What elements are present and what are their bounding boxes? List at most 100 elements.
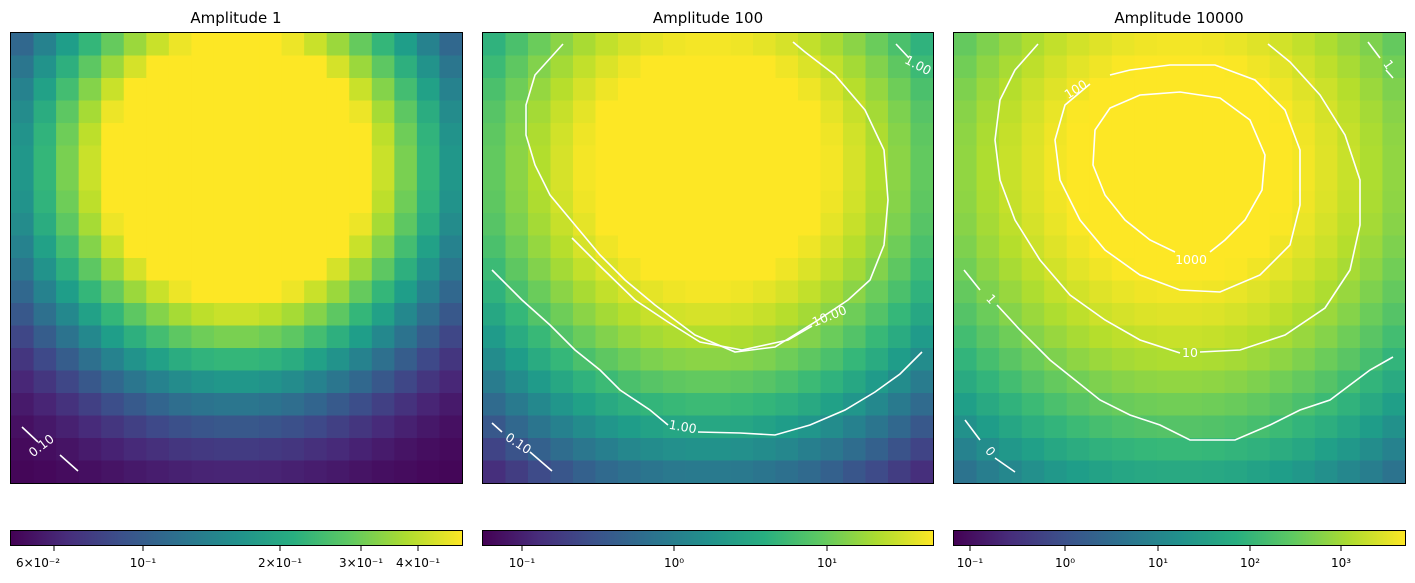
heatmap-cell xyxy=(573,168,597,192)
heatmap-cell xyxy=(1066,213,1090,237)
heatmap-cell xyxy=(888,280,912,304)
heatmap-cell xyxy=(78,393,102,417)
heatmap-cell xyxy=(1179,460,1203,484)
heatmap-cell xyxy=(1089,393,1113,417)
heatmap-cell xyxy=(708,415,732,439)
heatmap-cell xyxy=(1382,415,1406,439)
heatmap-cell xyxy=(1044,438,1068,462)
heatmap-cell xyxy=(618,258,642,282)
heatmap-cell xyxy=(663,415,687,439)
heatmap-cell xyxy=(236,325,260,349)
heatmap-cell xyxy=(33,415,57,439)
heatmap-cell xyxy=(1111,145,1135,169)
heatmap-cell xyxy=(1134,280,1158,304)
heatmap-cell xyxy=(371,393,395,417)
heatmap-cell xyxy=(595,100,619,124)
heatmap-cell xyxy=(1292,370,1316,394)
heatmap-cell xyxy=(1337,303,1361,327)
heatmap-cell xyxy=(753,280,777,304)
heatmap-cell xyxy=(820,33,844,57)
heatmap-cell xyxy=(439,303,463,327)
heatmap-cell xyxy=(101,168,125,192)
heatmap-cell xyxy=(1134,415,1158,439)
contour-line-1.00-inner xyxy=(525,41,889,353)
heatmap-cell xyxy=(595,370,619,394)
contour-line-10.00 xyxy=(571,237,813,351)
heatmap-cell xyxy=(820,280,844,304)
colorbar-tick-marks xyxy=(53,546,419,551)
heatmap-cell xyxy=(1337,100,1361,124)
heatmap-cell xyxy=(78,438,102,462)
colorbar-tick-label: 6×10⁻² xyxy=(16,556,60,570)
heatmap-cell xyxy=(1111,460,1135,484)
heatmap-cell xyxy=(888,100,912,124)
heatmap-cell xyxy=(1202,145,1226,169)
heatmap-cell xyxy=(78,415,102,439)
heatmap-cell xyxy=(123,258,147,282)
heatmap-cell xyxy=(1337,370,1361,394)
contour-line-0.10 xyxy=(21,426,79,472)
heatmap-cell xyxy=(1156,258,1181,282)
contour-line-1-corner xyxy=(1367,41,1394,79)
heatmap-cell xyxy=(1044,100,1068,124)
heatmap-cell xyxy=(843,55,867,79)
heatmap-cell xyxy=(168,303,192,327)
heatmap-cell xyxy=(910,213,934,237)
heatmap-cell xyxy=(843,370,867,394)
plot-frame xyxy=(953,32,1406,484)
heatmap-cell xyxy=(1314,145,1338,169)
heatmap-cell xyxy=(101,415,125,439)
heatmap-cell xyxy=(1111,123,1135,147)
heatmap-cell xyxy=(56,168,80,192)
heatmap-cell xyxy=(1224,393,1248,417)
heatmap-cell xyxy=(1292,235,1316,259)
heatmap-cell xyxy=(1292,78,1316,102)
heatmap-cell xyxy=(954,235,978,259)
heatmap-cell xyxy=(708,393,732,417)
heatmap-cell xyxy=(101,55,125,79)
heatmap-cell xyxy=(1066,393,1090,417)
colorbar: 10⁻¹ 10⁰ 10¹ xyxy=(482,530,934,570)
heatmap-cell xyxy=(56,213,80,237)
heatmap-cell xyxy=(976,55,1000,79)
heatmap-cell xyxy=(1247,460,1271,484)
heatmap-cell xyxy=(843,348,867,372)
heatmap-cell xyxy=(394,190,418,214)
heatmap-cell xyxy=(1066,415,1090,439)
heatmap-cell xyxy=(1111,33,1135,57)
heatmap-cell xyxy=(865,280,889,304)
heatmap-cell xyxy=(820,415,844,439)
heatmap-cell xyxy=(663,145,687,169)
heatmap-cell xyxy=(1156,55,1181,79)
heatmap-cell xyxy=(1292,213,1316,237)
heatmap-cell xyxy=(259,78,283,102)
heatmap-cell xyxy=(550,123,574,147)
heatmap-cell xyxy=(888,123,912,147)
heatmap-cell xyxy=(999,235,1023,259)
heatmap-cell xyxy=(663,235,687,259)
heatmap-cell xyxy=(56,258,80,282)
heatmap-cell xyxy=(976,100,1000,124)
heatmap-cell xyxy=(1179,123,1203,147)
heatmap-cell xyxy=(281,348,305,372)
heatmap-cell xyxy=(910,438,934,462)
heatmap-cell xyxy=(1292,168,1316,192)
heatmap-cell xyxy=(1021,78,1045,102)
heatmap-cell xyxy=(618,33,642,57)
heatmap-cell xyxy=(798,325,822,349)
heatmap-cell xyxy=(573,415,597,439)
heatmap-cell xyxy=(168,55,192,79)
heatmap-cell xyxy=(640,280,664,304)
heatmap-cell xyxy=(663,78,687,102)
heatmap-cell xyxy=(528,258,552,282)
heatmap-cell xyxy=(910,123,934,147)
heatmap-cell xyxy=(1382,370,1406,394)
heatmap-cell xyxy=(416,55,441,79)
heatmap-cell xyxy=(213,123,238,147)
heatmap-cell xyxy=(78,168,102,192)
heatmap-cell xyxy=(281,168,305,192)
heatmap-cell xyxy=(1224,460,1248,484)
heatmap-cell xyxy=(1337,190,1361,214)
heatmap-cell xyxy=(259,145,283,169)
heatmap-cell xyxy=(1359,78,1384,102)
